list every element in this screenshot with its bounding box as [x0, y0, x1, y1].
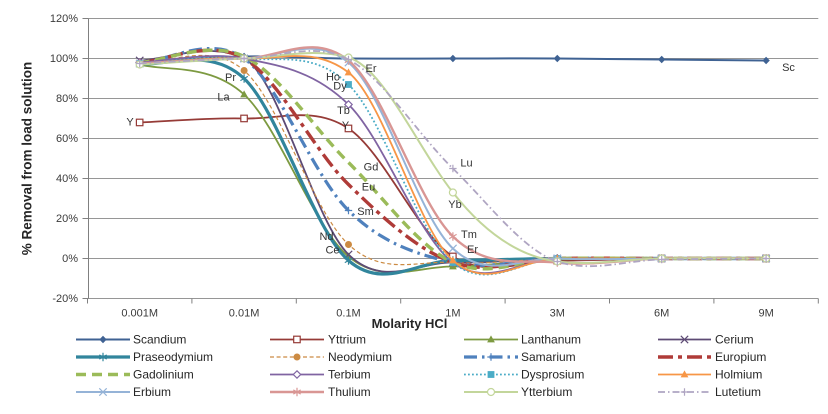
- svg-text:20%: 20%: [56, 213, 78, 225]
- svg-text:Gadolinium: Gadolinium: [133, 368, 194, 382]
- svg-text:0.001M: 0.001M: [121, 308, 158, 320]
- svg-text:Ho: Ho: [326, 71, 340, 83]
- svg-text:60%: 60%: [56, 133, 78, 145]
- svg-text:Dysprosium: Dysprosium: [521, 368, 584, 382]
- svg-text:0.01M: 0.01M: [229, 308, 260, 320]
- svg-text:Gd: Gd: [364, 161, 379, 173]
- svg-text:Dy: Dy: [333, 80, 347, 92]
- svg-text:Lu: Lu: [460, 157, 472, 169]
- svg-text:Er: Er: [366, 63, 377, 75]
- svg-text:Er: Er: [467, 244, 478, 256]
- svg-text:Pr: Pr: [225, 72, 236, 84]
- svg-text:Tb: Tb: [337, 105, 350, 117]
- svg-text:Tm: Tm: [461, 229, 477, 241]
- svg-text:Erbium: Erbium: [133, 385, 171, 399]
- svg-text:80%: 80%: [56, 93, 78, 105]
- svg-text:6M: 6M: [654, 308, 669, 320]
- svg-text:Sm: Sm: [357, 206, 374, 218]
- svg-text:Samarium: Samarium: [521, 350, 576, 364]
- svg-text:Terbium: Terbium: [328, 368, 371, 382]
- svg-text:Ytterbium: Ytterbium: [521, 385, 572, 399]
- svg-text:Eu: Eu: [362, 181, 375, 193]
- svg-text:Lutetium: Lutetium: [715, 385, 761, 399]
- svg-text:0.1M: 0.1M: [336, 308, 360, 320]
- svg-text:Molarity HCl: Molarity HCl: [372, 316, 448, 331]
- svg-text:Europium: Europium: [715, 350, 766, 364]
- svg-text:9M: 9M: [758, 308, 773, 320]
- svg-text:Yttrium: Yttrium: [328, 333, 366, 347]
- svg-text:0%: 0%: [62, 253, 78, 265]
- svg-text:Thulium: Thulium: [328, 385, 371, 399]
- svg-text:3M: 3M: [550, 308, 565, 320]
- svg-text:Sc: Sc: [782, 62, 795, 74]
- svg-text:Lanthanum: Lanthanum: [521, 333, 581, 347]
- svg-text:-20%: -20%: [52, 293, 78, 305]
- svg-text:Cerium: Cerium: [715, 333, 754, 347]
- svg-text:40%: 40%: [56, 173, 78, 185]
- svg-text:Neodymium: Neodymium: [328, 350, 392, 364]
- svg-text:Scandium: Scandium: [133, 333, 186, 347]
- svg-text:100%: 100%: [50, 53, 78, 65]
- svg-text:Holmium: Holmium: [715, 368, 762, 382]
- svg-text:La: La: [217, 91, 230, 103]
- svg-text:% Removal from load solution: % Removal from load solution: [20, 62, 35, 256]
- svg-text:Nd: Nd: [319, 231, 333, 243]
- svg-text:Y: Y: [126, 116, 134, 128]
- svg-text:Yb: Yb: [448, 199, 461, 211]
- svg-text:1M: 1M: [445, 308, 460, 320]
- svg-text:Y: Y: [342, 120, 350, 132]
- svg-text:Ce: Ce: [325, 244, 339, 256]
- svg-text:Praseodymium: Praseodymium: [133, 350, 213, 364]
- svg-text:120%: 120%: [50, 13, 78, 25]
